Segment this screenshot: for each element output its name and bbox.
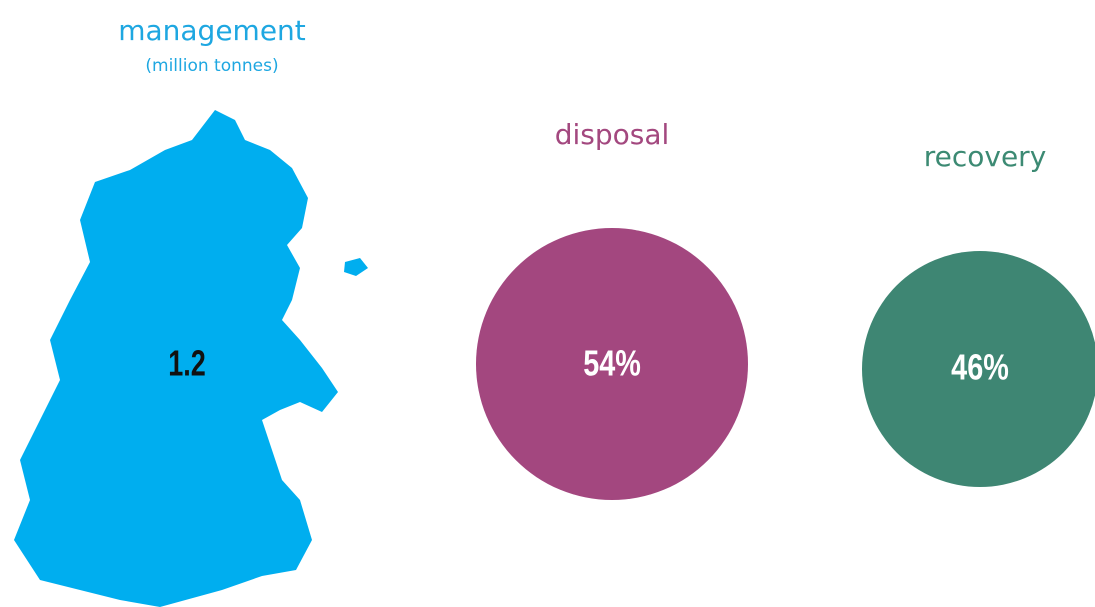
circle-label: recovery xyxy=(924,140,1047,173)
circle-value: 46% xyxy=(951,346,1009,387)
map-value: 1.2 xyxy=(168,343,206,384)
circle-value: 54% xyxy=(583,342,641,383)
circle xyxy=(862,251,1095,487)
circle-label: disposal xyxy=(555,118,670,151)
region-map xyxy=(14,110,338,607)
island xyxy=(344,258,368,276)
title: management xyxy=(118,14,306,47)
circle xyxy=(476,228,748,500)
subtitle: (million tonnes) xyxy=(145,56,278,76)
